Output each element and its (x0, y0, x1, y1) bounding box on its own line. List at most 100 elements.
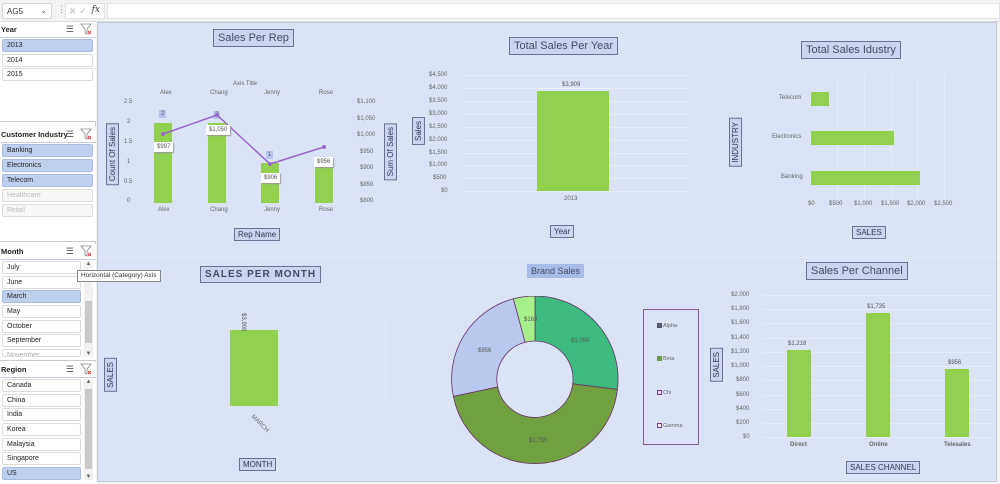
x-axis-title[interactable]: MONTH (239, 458, 277, 471)
enter-icon[interactable]: ✓ (79, 6, 87, 16)
slicer-item-electronics[interactable]: Electronics (2, 159, 93, 172)
y-tick: $1,000 (429, 162, 448, 168)
slicer-item-telecom[interactable]: Telecom (2, 174, 93, 187)
y2-axis-title[interactable]: Sum Of Sales (384, 123, 397, 181)
slicer-item-singapore[interactable]: Singapore (2, 452, 81, 465)
bar-chang[interactable] (208, 123, 226, 203)
chart-title[interactable]: Total Sales Idustry (801, 41, 901, 59)
x-axis-title[interactable]: SALES (852, 226, 886, 239)
bar-direct[interactable] (787, 350, 811, 437)
bar-2013[interactable] (537, 91, 609, 191)
clear-filter-icon[interactable] (80, 245, 92, 257)
slicer-item-us[interactable]: US (2, 467, 81, 480)
chart-title[interactable]: Sales Per Rep (213, 29, 294, 47)
slicer-item-november[interactable]: November (2, 349, 81, 357)
bar-telesales[interactable] (945, 369, 969, 437)
legend-item-beta[interactable]: Beta (657, 356, 674, 362)
chart-sales-per-channel[interactable]: Sales Per Channel $2,000 $1,800 $1,600 $… (701, 258, 998, 483)
bar-telecom[interactable] (811, 92, 829, 106)
chart-brand-sales[interactable]: Brand Sales $1,050 $1,735 $956 $168 (401, 258, 701, 483)
y-axis-title[interactable]: SALES (104, 358, 117, 392)
slicer-item-banking[interactable]: Banking (2, 144, 93, 157)
cancel-icon[interactable]: ✕ (69, 6, 77, 16)
chart-total-sales-industry[interactable]: Total Sales Idustry Telecom Electronics … (701, 23, 998, 257)
x-tick: Alex (158, 207, 170, 213)
bar-electronics[interactable] (811, 131, 894, 145)
x-axis-title[interactable]: Year (550, 225, 575, 238)
slicer-item-may[interactable]: May (2, 305, 81, 318)
y-tick: 2.5 (124, 99, 133, 105)
slicer-item-2013[interactable]: 2013 (2, 39, 93, 52)
legend-item-gamma[interactable]: Gamma (657, 423, 683, 429)
slicer-item-june[interactable]: June (2, 276, 81, 289)
scroll-down-icon[interactable]: ▼ (85, 351, 92, 357)
slicer-item-retail[interactable]: Retail (2, 204, 93, 217)
y-tick: $1,400 (731, 335, 750, 341)
y-axis-title[interactable]: Count Of Sales (106, 123, 119, 186)
region-scrollbar[interactable]: ▲ ▼ (84, 379, 93, 480)
slicer-item-healthcare[interactable]: Healthcare (2, 189, 93, 202)
chart-title[interactable]: Brand Sales (527, 264, 585, 278)
scroll-up-icon[interactable]: ▲ (85, 379, 92, 385)
chart-title[interactable]: Total Sales Per Year (509, 37, 619, 55)
chart-title[interactable]: Sales Per Channel (806, 262, 908, 280)
slicer-item-2014[interactable]: 2014 (2, 54, 93, 67)
sum-line[interactable] (98, 23, 398, 257)
slicer-item-july[interactable]: July (2, 261, 81, 274)
multi-select-icon[interactable]: ☰ (65, 24, 74, 34)
chart-title[interactable]: SALES PER MONTH (200, 266, 322, 283)
slicer-item-india[interactable]: India (2, 408, 81, 421)
slicer-item-china[interactable]: China (2, 394, 81, 407)
chart-sales-per-rep[interactable]: Sales Per Rep Axis Title Alex Chang Jenn… (98, 23, 398, 257)
slicer-item-october[interactable]: October (2, 320, 81, 333)
y-tick: $2,500 (429, 124, 448, 130)
bar-march[interactable] (230, 330, 278, 406)
count-label: 2 (159, 110, 167, 118)
slicer-item-canada[interactable]: Canada (2, 379, 81, 392)
x-axis-title[interactable]: SALES CHANNEL (846, 461, 921, 474)
donut-chart[interactable] (451, 296, 621, 466)
legend-item-alpha[interactable]: Alpha (657, 323, 677, 329)
brand-legend[interactable]: Alpha Beta Chi Gamma (643, 309, 699, 445)
insert-function-icon[interactable]: fx (91, 5, 100, 15)
clear-filter-icon[interactable] (80, 128, 92, 140)
legend-item-chi[interactable]: Chi (657, 390, 671, 396)
formula-input[interactable] (107, 3, 1000, 19)
month-scrollbar[interactable]: ▲ ▼ (84, 261, 93, 357)
slicer-item-september[interactable]: September (2, 334, 81, 347)
y-tick: 2 (127, 119, 131, 125)
scroll-down-icon[interactable]: ▼ (85, 474, 92, 480)
bar-rose[interactable] (315, 163, 333, 203)
data-label: $3,909 (240, 313, 246, 332)
slicer-item-march[interactable]: March (2, 290, 81, 303)
y2-tick: $950 (360, 149, 374, 155)
slicer-item-malaysia[interactable]: Malaysia (2, 438, 81, 451)
y-tick: 0 (127, 198, 131, 204)
y-axis-title[interactable]: SALES (710, 348, 723, 382)
y-axis-title[interactable]: Sales (412, 117, 425, 146)
chevron-down-icon[interactable]: ⌄ (40, 6, 47, 15)
bar-online[interactable] (866, 313, 890, 437)
multi-select-icon[interactable]: ☰ (65, 129, 74, 139)
chart-total-sales-per-year[interactable]: Total Sales Per Year $4,500 $4,000 $3,50… (401, 23, 701, 257)
more-options-icon[interactable]: ⋮ (57, 4, 66, 14)
y-tick: $1,800 (731, 306, 750, 312)
x-axis-title[interactable]: Rep Name (234, 228, 281, 241)
bar-banking[interactable] (811, 171, 920, 185)
y-axis-title[interactable]: INDUSTRY (729, 118, 742, 167)
scroll-thumb[interactable] (85, 389, 92, 469)
x-tick: $2,500 (934, 201, 953, 207)
y-tick: $2,000 (429, 137, 448, 143)
clear-filter-icon[interactable] (80, 363, 92, 375)
scroll-up-icon[interactable]: ▲ (85, 261, 92, 267)
name-box[interactable]: AG5 ⌄ (2, 3, 52, 19)
clear-filter-icon[interactable] (80, 23, 92, 35)
multi-select-icon[interactable]: ☰ (65, 364, 74, 374)
scroll-thumb[interactable] (85, 301, 92, 343)
slicer-item-2015[interactable]: 2015 (2, 68, 93, 81)
slice-gamma (512, 296, 536, 343)
x-tick: $1,500 (881, 201, 900, 207)
slicer-item-korea[interactable]: Korea (2, 423, 81, 436)
chart-sales-per-month[interactable]: SALES PER MONTH $3,909 MARCH SALES MONTH (98, 258, 398, 483)
multi-select-icon[interactable]: ☰ (65, 246, 74, 256)
